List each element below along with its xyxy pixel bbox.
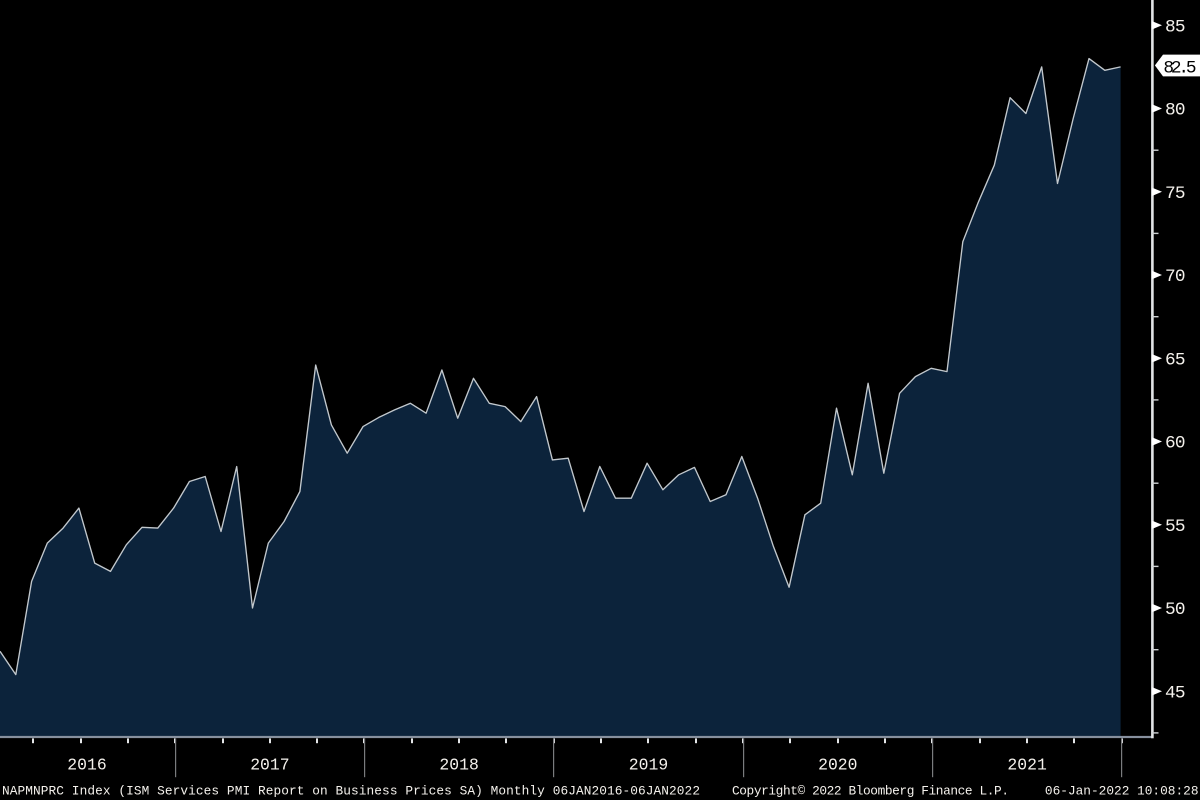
svg-text:50: 50 xyxy=(1165,600,1186,620)
svg-text:2020: 2020 xyxy=(818,756,857,775)
svg-text:65: 65 xyxy=(1165,350,1186,370)
svg-text:06-Jan-2022 10:08:28: 06-Jan-2022 10:08:28 xyxy=(1045,784,1199,799)
svg-text:55: 55 xyxy=(1165,517,1186,537)
svg-text:82.5: 82.5 xyxy=(1163,59,1196,79)
svg-text:2021: 2021 xyxy=(1007,756,1047,775)
svg-text:2017: 2017 xyxy=(250,756,289,775)
svg-text:80: 80 xyxy=(1165,101,1186,121)
svg-text:2018: 2018 xyxy=(439,756,478,775)
svg-text:75: 75 xyxy=(1165,184,1186,204)
svg-text:2019: 2019 xyxy=(629,756,668,775)
svg-text:60: 60 xyxy=(1165,434,1186,454)
svg-text:45: 45 xyxy=(1165,683,1186,703)
svg-text:85: 85 xyxy=(1165,17,1186,37)
svg-text:Copyright© 2022 Bloomberg Fina: Copyright© 2022 Bloomberg Finance L.P. xyxy=(732,784,1009,799)
svg-text:70: 70 xyxy=(1165,267,1186,287)
svg-text:2016: 2016 xyxy=(67,756,106,775)
svg-text:NAPMNPRC Index (ISM Services P: NAPMNPRC Index (ISM Services PMI Report … xyxy=(2,784,700,799)
